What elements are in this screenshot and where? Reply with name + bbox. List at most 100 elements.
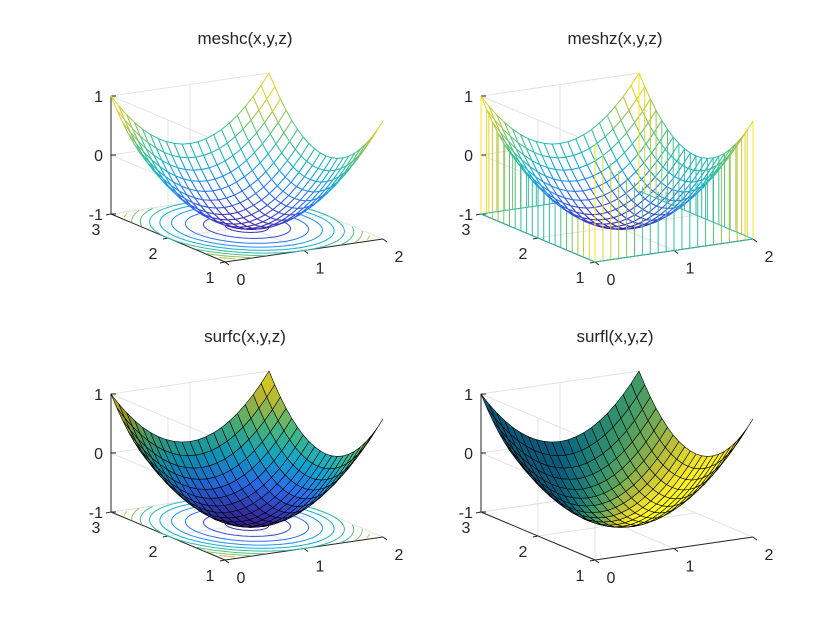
- x-tick-label: 1: [316, 559, 325, 576]
- y-tick-label: 2: [149, 544, 158, 561]
- curtain-base: [695, 214, 702, 218]
- y-tick-label: 3: [92, 520, 101, 537]
- z-tick-label: 0: [464, 446, 473, 463]
- y-tick-label: 2: [519, 246, 528, 263]
- x-tick: [752, 536, 758, 541]
- y-tick: [219, 559, 226, 562]
- x-tick-label: 0: [607, 570, 616, 587]
- curtain-base: [589, 259, 596, 263]
- x-tick-label: 2: [395, 249, 404, 266]
- curtain-base: [745, 238, 754, 241]
- surface-cell: [260, 370, 276, 398]
- curtain-base: [634, 254, 643, 257]
- mesh-cell: [260, 72, 276, 100]
- x-tick: [382, 238, 388, 243]
- curtain-base: [741, 233, 748, 238]
- x-tick-label: 1: [686, 261, 695, 278]
- subplot-surfl: surfl(x,y,z) 0 1 2 1 2 3-1 0 1: [459, 327, 774, 587]
- curtain-base: [655, 197, 662, 202]
- subplot-title: meshz(x,y,z): [567, 29, 662, 48]
- z-tick-label: -1: [459, 505, 473, 522]
- x-tick: [303, 250, 309, 254]
- curtain-base: [536, 204, 545, 207]
- curtain-base: [512, 207, 521, 210]
- curtain-base: [520, 206, 529, 209]
- curtain-base: [638, 190, 645, 194]
- curtain-base: [678, 207, 685, 211]
- curtain-base: [602, 259, 611, 262]
- curtain-base: [718, 224, 725, 228]
- z-tick-label: 1: [464, 387, 473, 404]
- y-tick: [105, 511, 112, 514]
- curtain-base: [492, 218, 499, 222]
- subplot-title: meshc(x,y,z): [197, 29, 292, 48]
- curtain-base: [737, 239, 746, 242]
- mesh-cell: [480, 95, 496, 121]
- surfl-surface: [480, 370, 754, 528]
- subplot-surfc: surfc(x,y,z) 0 1 2 1 2 3-1 0 1: [89, 327, 404, 587]
- curtain-base: [560, 247, 567, 251]
- curtain-base: [735, 231, 742, 235]
- y-tick-label: 2: [519, 544, 528, 561]
- curtain-base: [644, 192, 651, 197]
- x-tick-label: 0: [237, 570, 246, 587]
- y-tick-label: 3: [92, 222, 101, 239]
- y-tick: [475, 511, 482, 514]
- curtain-base: [684, 209, 691, 214]
- curtain-base: [666, 250, 675, 253]
- curtain-base: [526, 232, 533, 237]
- x-tick-label: 1: [686, 559, 695, 576]
- curtain-base: [503, 223, 510, 227]
- subplot-meshz: meshz(x,y,z) 0 1 2 1 2 3-1 0 1: [459, 29, 774, 289]
- curtain-base: [554, 244, 561, 249]
- y-tick-label: 1: [576, 270, 585, 287]
- y-tick-label: 1: [576, 568, 585, 585]
- curtain-base: [528, 205, 537, 208]
- surface-cell: [110, 393, 125, 419]
- curtain-base: [690, 212, 697, 216]
- curtain-base: [681, 247, 690, 250]
- z-tick-label: 0: [94, 446, 103, 463]
- x-tick: [224, 559, 230, 564]
- x-tick: [673, 548, 679, 552]
- curtain-base: [713, 243, 722, 246]
- curtain-base: [497, 220, 504, 225]
- curtain-base: [642, 253, 651, 256]
- subplot-title: surfl(x,y,z): [576, 327, 653, 346]
- y-tick-label: 2: [149, 246, 158, 263]
- curtain-base: [661, 200, 668, 204]
- curtain-base: [701, 216, 708, 221]
- curtain-base: [729, 240, 738, 243]
- z-tick-label: -1: [89, 505, 103, 522]
- y-tick: [532, 535, 539, 538]
- y-tick-label: 1: [206, 270, 215, 287]
- mesh-cell: [110, 95, 126, 121]
- x-tick: [303, 548, 309, 552]
- curtain-base: [721, 241, 730, 245]
- curtain-base: [610, 258, 619, 261]
- y-tick-label: 3: [462, 520, 471, 537]
- curtain-base: [673, 248, 682, 251]
- y-tick: [105, 213, 112, 216]
- y-tick: [219, 261, 226, 264]
- curtain-base: [747, 236, 754, 240]
- curtain-base: [543, 239, 550, 244]
- curtain-base: [667, 202, 674, 206]
- curtain-base: [544, 203, 553, 206]
- curtain-base: [515, 227, 522, 232]
- curtain-base: [532, 235, 539, 239]
- x-tick: [594, 559, 600, 564]
- curtain-base: [618, 256, 627, 260]
- z-tick-label: -1: [89, 207, 103, 224]
- z-tick-label: 1: [464, 89, 473, 106]
- y-tick-label: 3: [462, 222, 471, 239]
- curtain-base: [583, 256, 590, 261]
- curtain-base: [496, 210, 505, 213]
- curtain-base: [594, 260, 603, 263]
- curtain-base: [572, 251, 579, 256]
- surfc-surface: [110, 370, 384, 528]
- curtain-base: [566, 249, 573, 253]
- x-tick-label: 1: [316, 261, 325, 278]
- curtain-base: [673, 204, 680, 209]
- curtain-base: [712, 221, 719, 226]
